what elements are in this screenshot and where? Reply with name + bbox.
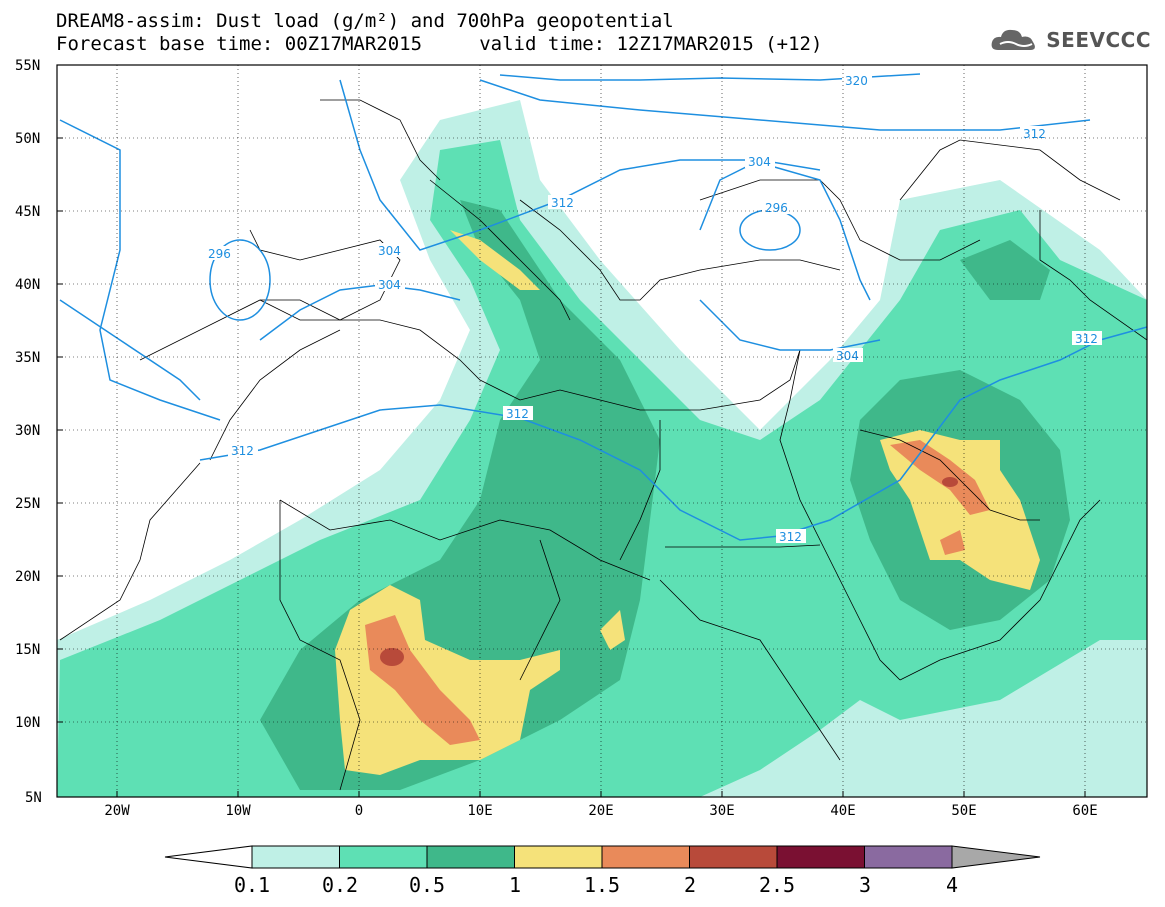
colorbar-swatch bbox=[251, 845, 340, 869]
colorbar-swatch bbox=[864, 845, 953, 869]
contour-labels: 320 312 304 296 296 304 304 312 312 312 … bbox=[205, 73, 1102, 544]
lat-label: 55N bbox=[15, 58, 40, 74]
lat-label: 50N bbox=[15, 131, 40, 147]
contour-label: 296 bbox=[765, 201, 788, 215]
lat-label: 45N bbox=[15, 204, 40, 220]
colorbar-swatch bbox=[339, 845, 428, 869]
colorbar-low-arrow bbox=[164, 845, 253, 869]
contour-label: 312 bbox=[551, 196, 574, 210]
colorbar: 0.1 0.2 0.5 1 1.5 2 2.5 3 4 bbox=[164, 845, 1041, 897]
lat-label: 30N bbox=[15, 423, 40, 439]
contour-label: 312 bbox=[1075, 332, 1098, 346]
colorbar-label: 0.5 bbox=[409, 873, 445, 897]
contour-label: 304 bbox=[378, 278, 401, 292]
dust-field bbox=[57, 100, 1147, 797]
logo-text: SEEVCCC bbox=[1046, 28, 1151, 52]
contour-label: 312 bbox=[506, 407, 529, 421]
lon-label: 20E bbox=[588, 803, 613, 819]
cloud-icon bbox=[991, 29, 1036, 50]
lon-label: 60E bbox=[1072, 803, 1097, 819]
tick-marks bbox=[57, 64, 1086, 798]
lon-label: 40E bbox=[830, 803, 855, 819]
contour-label: 304 bbox=[836, 349, 859, 363]
geopotential-contours bbox=[59, 73, 1147, 541]
colorbar-label: 1.5 bbox=[584, 873, 620, 897]
colorbar-swatch bbox=[689, 845, 778, 869]
lon-label: 50E bbox=[951, 803, 976, 819]
lon-label: 10W bbox=[225, 803, 251, 819]
contour-label: 312 bbox=[1023, 127, 1046, 141]
lat-label: 40N bbox=[15, 277, 40, 293]
lon-label: 10E bbox=[467, 803, 492, 819]
coastlines bbox=[59, 99, 1147, 791]
lat-label: 5N bbox=[25, 790, 42, 806]
colorbar-high-arrow bbox=[951, 845, 1041, 869]
colorbar-label: 4 bbox=[946, 873, 958, 897]
contour-label: 296 bbox=[208, 247, 231, 261]
colorbar-label: 1 bbox=[509, 873, 521, 897]
longitude-labels: 20W 10W 0 10E 20E 30E 40E 50E 60E bbox=[104, 803, 1097, 819]
contour-label: 312 bbox=[231, 444, 254, 458]
colorbar-label: 0.2 bbox=[322, 873, 358, 897]
colorbar-swatch bbox=[426, 845, 515, 869]
lat-label: 35N bbox=[15, 350, 40, 366]
plot-frame bbox=[56, 64, 1148, 798]
lon-label: 20W bbox=[104, 803, 130, 819]
colorbar-swatch bbox=[776, 845, 865, 869]
lon-label: 0 bbox=[355, 803, 363, 819]
lat-label: 25N bbox=[15, 496, 40, 512]
gridlines bbox=[57, 65, 1147, 797]
lon-label: 30E bbox=[709, 803, 734, 819]
contour-label: 320 bbox=[845, 74, 868, 88]
contour-label: 304 bbox=[378, 244, 401, 258]
contour-label: 304 bbox=[748, 155, 771, 169]
colorbar-swatch bbox=[601, 845, 690, 869]
map-title: DREAM8-assim: Dust load (g/m²) and 700hP… bbox=[56, 10, 674, 32]
colorbar-label: 3 bbox=[859, 873, 871, 897]
lat-label: 10N bbox=[15, 715, 40, 731]
seevccc-logo: SEEVCCC bbox=[990, 26, 1151, 54]
colorbar-swatch bbox=[514, 845, 603, 869]
lat-label: 15N bbox=[15, 642, 40, 658]
latitude-labels: 55N 50N 45N 40N 35N 30N 25N 20N 15N 10N … bbox=[15, 58, 42, 806]
colorbar-label: 0.1 bbox=[234, 873, 270, 897]
map-subtitle: Forecast base time: 00Z17MAR2015 valid t… bbox=[56, 33, 823, 55]
colorbar-label: 2 bbox=[684, 873, 696, 897]
lat-label: 20N bbox=[15, 569, 40, 585]
contour-label: 312 bbox=[779, 530, 802, 544]
colorbar-label: 2.5 bbox=[759, 873, 795, 897]
